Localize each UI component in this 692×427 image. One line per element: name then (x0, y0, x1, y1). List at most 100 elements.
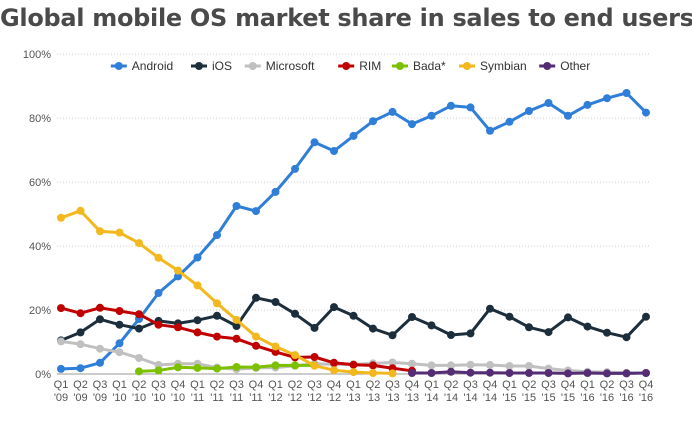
data-point-microsoft[interactable] (388, 358, 397, 367)
data-point-symbian[interactable] (388, 369, 397, 378)
data-point-android[interactable] (76, 364, 85, 373)
data-point-ios[interactable] (486, 304, 494, 313)
data-point-ios[interactable] (525, 323, 533, 332)
data-point-ios[interactable] (330, 303, 338, 312)
data-point-android[interactable] (564, 111, 572, 120)
data-point-android[interactable] (213, 231, 221, 240)
data-point-other[interactable] (486, 368, 494, 377)
data-point-symbian[interactable] (57, 213, 65, 222)
data-point-symbian[interactable] (154, 253, 163, 262)
data-point-microsoft[interactable] (96, 344, 104, 353)
data-point-symbian[interactable] (96, 227, 104, 236)
data-point-symbian[interactable] (76, 206, 85, 215)
legend-item-bada[interactable]: Bada* (392, 59, 446, 73)
data-point-other[interactable] (466, 368, 475, 377)
data-point-symbian[interactable] (291, 351, 299, 360)
data-point-android[interactable] (583, 100, 592, 109)
data-point-rim[interactable] (115, 307, 124, 315)
data-point-android[interactable] (466, 103, 475, 112)
data-point-rim[interactable] (369, 361, 377, 370)
data-point-other[interactable] (505, 369, 514, 377)
data-point-rim[interactable] (174, 323, 182, 332)
data-point-other[interactable] (622, 369, 631, 378)
data-point-android[interactable] (349, 131, 358, 140)
data-point-ios[interactable] (505, 312, 514, 321)
data-point-ios[interactable] (583, 322, 592, 331)
data-point-android[interactable] (486, 126, 494, 135)
data-point-other[interactable] (447, 367, 455, 376)
data-point-rim[interactable] (252, 341, 260, 350)
data-point-ios[interactable] (642, 312, 650, 321)
data-point-symbian[interactable] (115, 228, 124, 237)
data-point-android[interactable] (447, 101, 455, 110)
data-point-android[interactable] (193, 253, 202, 262)
legend-item-rim[interactable]: RIM (338, 59, 381, 73)
data-point-other[interactable] (603, 369, 611, 378)
data-point-rim[interactable] (154, 320, 163, 329)
data-point-ios[interactable] (564, 313, 572, 322)
data-point-symbian[interactable] (271, 342, 280, 351)
data-point-rim[interactable] (330, 358, 338, 367)
data-point-android[interactable] (57, 364, 65, 373)
data-point-rim[interactable] (232, 334, 241, 343)
data-point-other[interactable] (408, 369, 416, 377)
data-point-ios[interactable] (544, 328, 553, 337)
data-point-android[interactable] (291, 164, 299, 173)
data-point-android[interactable] (525, 107, 533, 115)
data-point-ios[interactable] (96, 315, 104, 324)
data-point-symbian[interactable] (369, 369, 377, 377)
data-point-rim[interactable] (96, 303, 104, 312)
data-point-ios[interactable] (603, 328, 611, 337)
data-point-microsoft[interactable] (466, 360, 475, 369)
data-point-symbian[interactable] (310, 361, 319, 370)
legend[interactable]: Android iOS Microsoft RIM Bada* Symbian Other (110, 59, 590, 73)
data-point-symbian[interactable] (135, 239, 143, 248)
data-point-symbian[interactable] (252, 332, 260, 341)
data-point-other[interactable] (544, 369, 553, 377)
data-point-rim[interactable] (135, 310, 143, 319)
data-point-ios[interactable] (466, 329, 475, 338)
data-point-ios[interactable] (622, 333, 631, 342)
data-point-bada[interactable] (271, 361, 280, 370)
data-point-ios[interactable] (213, 311, 221, 320)
data-point-ios[interactable] (369, 324, 377, 333)
data-point-ios[interactable] (135, 324, 143, 333)
data-point-bada[interactable] (252, 363, 260, 372)
data-point-ios[interactable] (427, 321, 436, 330)
data-point-bada[interactable] (174, 363, 182, 372)
data-point-ios[interactable] (291, 309, 299, 318)
data-point-bada[interactable] (193, 363, 202, 372)
data-point-other[interactable] (564, 369, 572, 378)
data-point-android[interactable] (388, 107, 397, 116)
data-point-microsoft[interactable] (115, 348, 124, 357)
data-point-android[interactable] (96, 358, 104, 367)
data-point-android[interactable] (544, 99, 553, 107)
data-point-bada[interactable] (135, 367, 143, 376)
data-point-ios[interactable] (310, 323, 319, 332)
data-point-microsoft[interactable] (57, 337, 65, 346)
data-point-android[interactable] (427, 111, 436, 120)
data-point-android[interactable] (330, 147, 338, 155)
data-point-other[interactable] (525, 369, 533, 377)
data-point-ios[interactable] (232, 322, 241, 330)
legend-item-android[interactable]: Android (110, 59, 173, 73)
data-point-bada[interactable] (291, 361, 299, 370)
data-point-android[interactable] (642, 108, 650, 117)
data-point-microsoft[interactable] (135, 354, 143, 362)
data-point-ios[interactable] (271, 298, 280, 306)
data-point-ios[interactable] (388, 331, 397, 340)
data-point-microsoft[interactable] (486, 361, 494, 369)
data-point-android[interactable] (252, 207, 260, 216)
data-point-android[interactable] (603, 94, 611, 103)
data-point-microsoft[interactable] (505, 362, 514, 370)
data-point-bada[interactable] (232, 363, 241, 371)
data-point-rim[interactable] (349, 360, 358, 369)
data-point-rim[interactable] (193, 328, 202, 337)
legend-item-ios[interactable]: iOS (191, 59, 232, 73)
data-point-ios[interactable] (193, 316, 202, 325)
data-point-bada[interactable] (154, 366, 163, 375)
data-point-microsoft[interactable] (447, 361, 455, 370)
data-point-bada[interactable] (213, 364, 221, 373)
data-point-android[interactable] (154, 289, 163, 297)
data-point-symbian[interactable] (174, 266, 182, 275)
